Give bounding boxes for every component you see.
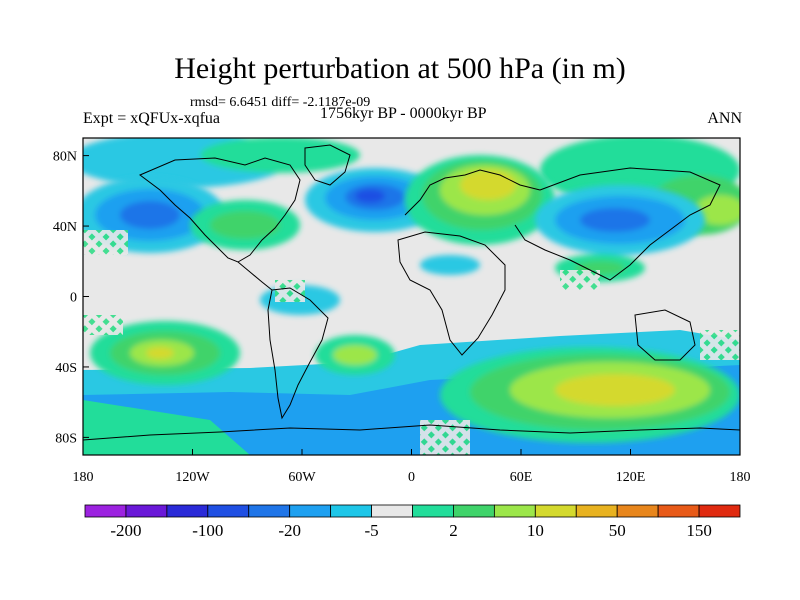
colorbar-swatch (166, 504, 209, 518)
south-indian-anomaly (440, 347, 740, 443)
x-tick-label: 120E (616, 470, 646, 485)
colorbar-swatch (248, 504, 291, 518)
colorbar-swatch (371, 504, 413, 518)
season-label: ANN (707, 110, 742, 127)
period-label: 1756kyr BP - 0000kyr BP (320, 105, 487, 122)
experiment-label: Expt = xQFUx-xqfua (83, 110, 221, 127)
hatched-areas (83, 230, 740, 455)
colorbar-label: 10 (527, 521, 544, 540)
colorbar-swatch (84, 504, 127, 518)
colorbar-label: -5 (364, 521, 378, 540)
colorbar-swatch (412, 504, 454, 518)
colorbar-label: 150 (686, 521, 712, 540)
x-tick-label: 60W (288, 470, 316, 485)
colorbar-swatch (330, 504, 372, 518)
colorbar-swatch (616, 504, 659, 518)
colorbar-swatch (575, 504, 618, 518)
colorbar-label: -100 (192, 521, 223, 540)
y-tick-label: 80S (55, 431, 77, 446)
y-tick-label: 80N (53, 150, 77, 165)
x-tick-label: 180 (730, 470, 751, 485)
south-pacific-anomaly (90, 321, 395, 385)
y-tick-label: 0 (70, 291, 77, 306)
y-tick-label: 40S (55, 361, 77, 376)
eurasia-high (405, 155, 555, 245)
colorbar-swatch (493, 504, 536, 518)
colorbar-label: 2 (449, 521, 458, 540)
colorbar-swatch (453, 504, 495, 518)
north-america-high (190, 200, 300, 250)
colorbar-swatch (657, 504, 700, 518)
x-tick-label: 0 (408, 470, 415, 485)
x-tick-label: 120W (175, 470, 210, 485)
colorbar-swatch (207, 504, 250, 518)
colorbar-label: 50 (609, 521, 626, 540)
colorbar-swatch (125, 504, 168, 518)
colorbar: -200 -100 -20 -5 2 10 50 150 (84, 504, 741, 540)
colorbar-swatch (698, 504, 741, 518)
colorbar-label: -20 (278, 521, 301, 540)
stats-text: rmsd= 6.6451 diff= -2.1187e-09 (190, 95, 371, 110)
plot-title: Height perturbation at 500 hPa (in m) (174, 52, 626, 85)
x-axis: 180 120W 60W 0 60E 120E 180 (73, 449, 751, 485)
coastlines (83, 144, 740, 441)
x-tick-label: 180 (73, 470, 94, 485)
y-axis: 80N 40N 0 40S 80S (53, 150, 89, 446)
colorbar-swatch (534, 504, 577, 518)
y-tick-label: 40N (53, 220, 77, 235)
colorbar-swatch (289, 504, 332, 518)
colorbar-label: -200 (110, 521, 141, 540)
x-tick-label: 60E (510, 470, 533, 485)
contour-fields (83, 138, 740, 455)
asia-pacific-low (535, 185, 705, 282)
